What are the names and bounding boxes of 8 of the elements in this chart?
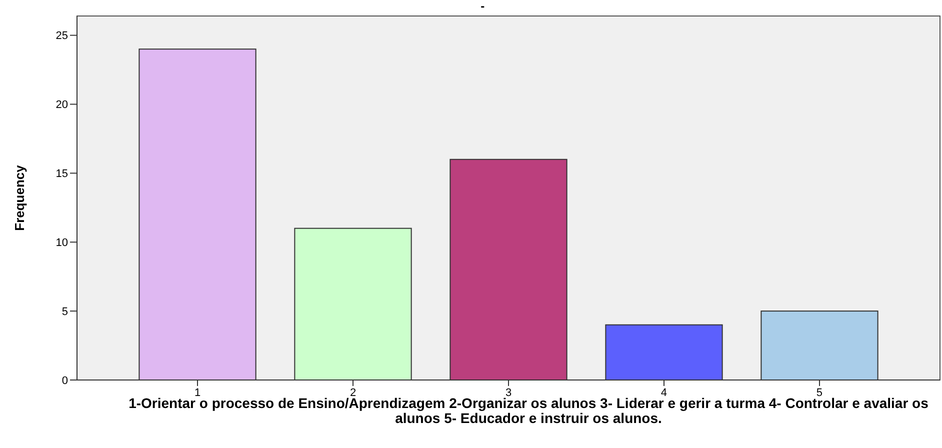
y-tick-label: 0 (62, 374, 68, 387)
y-tick-label: 20 (56, 99, 68, 112)
chart-title: - (480, 0, 485, 13)
y-tick-label: 25 (56, 30, 68, 42)
y-tick-label: 5 (62, 306, 68, 318)
y-tick-label: 10 (56, 236, 68, 249)
y-axis-title: Frequency (12, 164, 27, 231)
y-tick-label: 15 (56, 168, 68, 180)
